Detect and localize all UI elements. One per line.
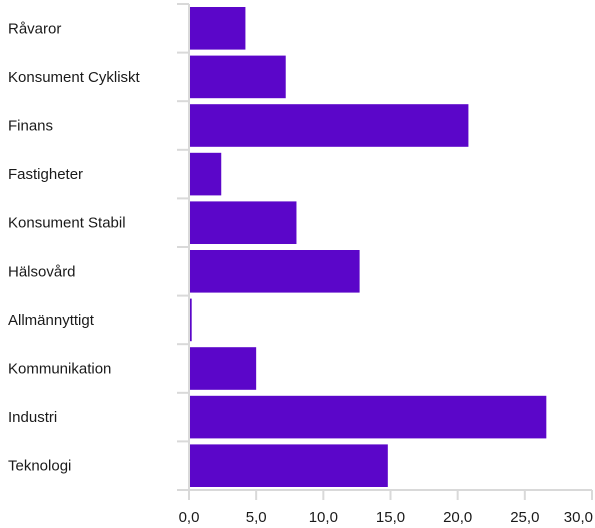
bar-allmannyttigt — [190, 298, 192, 342]
category-label-konsument-cykliskt: Konsument Cykliskt — [8, 69, 141, 86]
bar-konsument-stabil — [190, 201, 297, 244]
bar-fastigheter — [190, 152, 222, 196]
category-label-konsument-stabil: Konsument Stabil — [8, 215, 126, 232]
axes-group: 0,0 5,0 10,0 15,0 20,0 25,0 30,0 — [177, 3, 593, 526]
category-label-allmannyttigt: Allmännyttigt — [8, 312, 95, 329]
x-tick-label: 10,0 — [309, 509, 338, 526]
category-label-finans: Finans — [8, 118, 53, 135]
bar-industri — [190, 395, 547, 439]
category-label-halsovard: Hälsovård — [8, 263, 76, 280]
category-label-teknologi: Teknologi — [8, 458, 71, 475]
bar-konsument-cykliskt — [190, 55, 286, 99]
category-label-kommunikation: Kommunikation — [8, 361, 111, 378]
category-label-fastigheter: Fastigheter — [8, 166, 83, 183]
bars-group — [190, 7, 547, 487]
category-label-ravaror: Råvaror — [8, 20, 61, 37]
category-labels-group: Råvaror Konsument Cykliskt Finans Fastighet… — [8, 20, 141, 474]
x-tick-label: 30,0 — [564, 509, 593, 526]
x-tick-label: 15,0 — [376, 509, 405, 526]
x-tick-label: 0,0 — [179, 509, 200, 526]
x-tick-label: 20,0 — [443, 509, 472, 526]
x-tick-label: 5,0 — [246, 509, 267, 526]
category-label-industri: Industri — [8, 409, 57, 426]
bar-ravaror — [190, 7, 246, 50]
x-tick-label: 25,0 — [510, 509, 539, 526]
bar-halsovard — [190, 250, 360, 293]
bar-finans — [190, 104, 469, 147]
bar-teknologi — [190, 444, 388, 487]
bar-kommunikation — [190, 347, 257, 390]
